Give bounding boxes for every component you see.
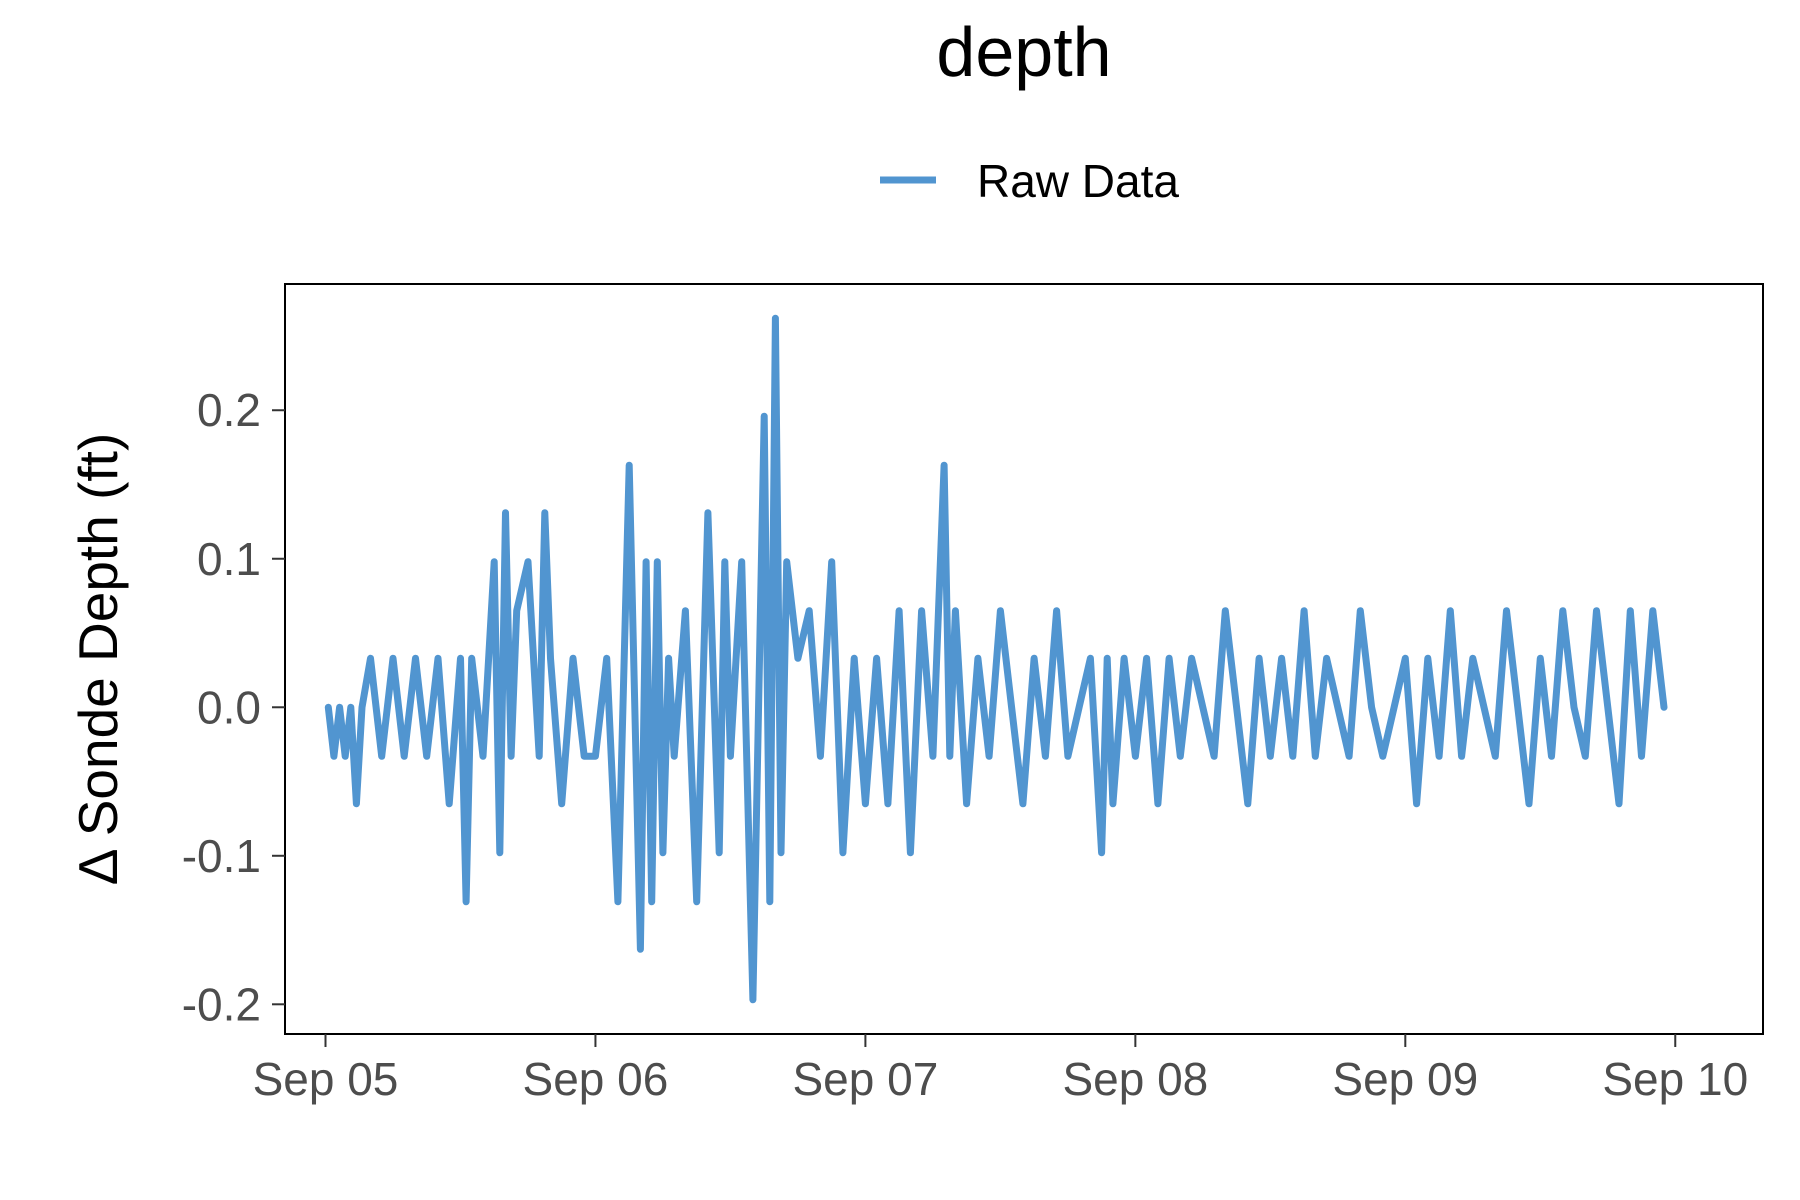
plot-panel (284, 283, 1764, 1035)
x-tick-label: Sep 05 (253, 1053, 399, 1105)
x-tick-label: Sep 07 (793, 1053, 939, 1105)
y-axis-title: Δ Sonde Depth (ft) (67, 433, 129, 886)
chart-title: depth (936, 13, 1111, 91)
x-tick-label: Sep 10 (1602, 1053, 1748, 1105)
y-tick-label: 0.1 (197, 533, 261, 585)
series-layer (324, 314, 1668, 1004)
x-tick-label: Sep 06 (523, 1053, 669, 1105)
y-tick-label: -0.2 (182, 978, 261, 1030)
x-tick-label: Sep 08 (1062, 1053, 1208, 1105)
y-tick-label: -0.1 (182, 830, 261, 882)
y-tick-label: 0.0 (197, 681, 261, 733)
y-axis: 0.2 0.1 0.0 -0.1 -0.2 (182, 384, 285, 1030)
x-axis: Sep 05 Sep 06 Sep 07 Sep 08 Sep 09 Sep 10 (253, 1034, 1748, 1105)
y-tick-label: 0.2 (197, 384, 261, 436)
x-tick-label: Sep 09 (1332, 1053, 1478, 1105)
legend-label: Raw Data (977, 155, 1179, 207)
legend: Raw Data (880, 155, 1179, 207)
series-line (324, 314, 1668, 1004)
